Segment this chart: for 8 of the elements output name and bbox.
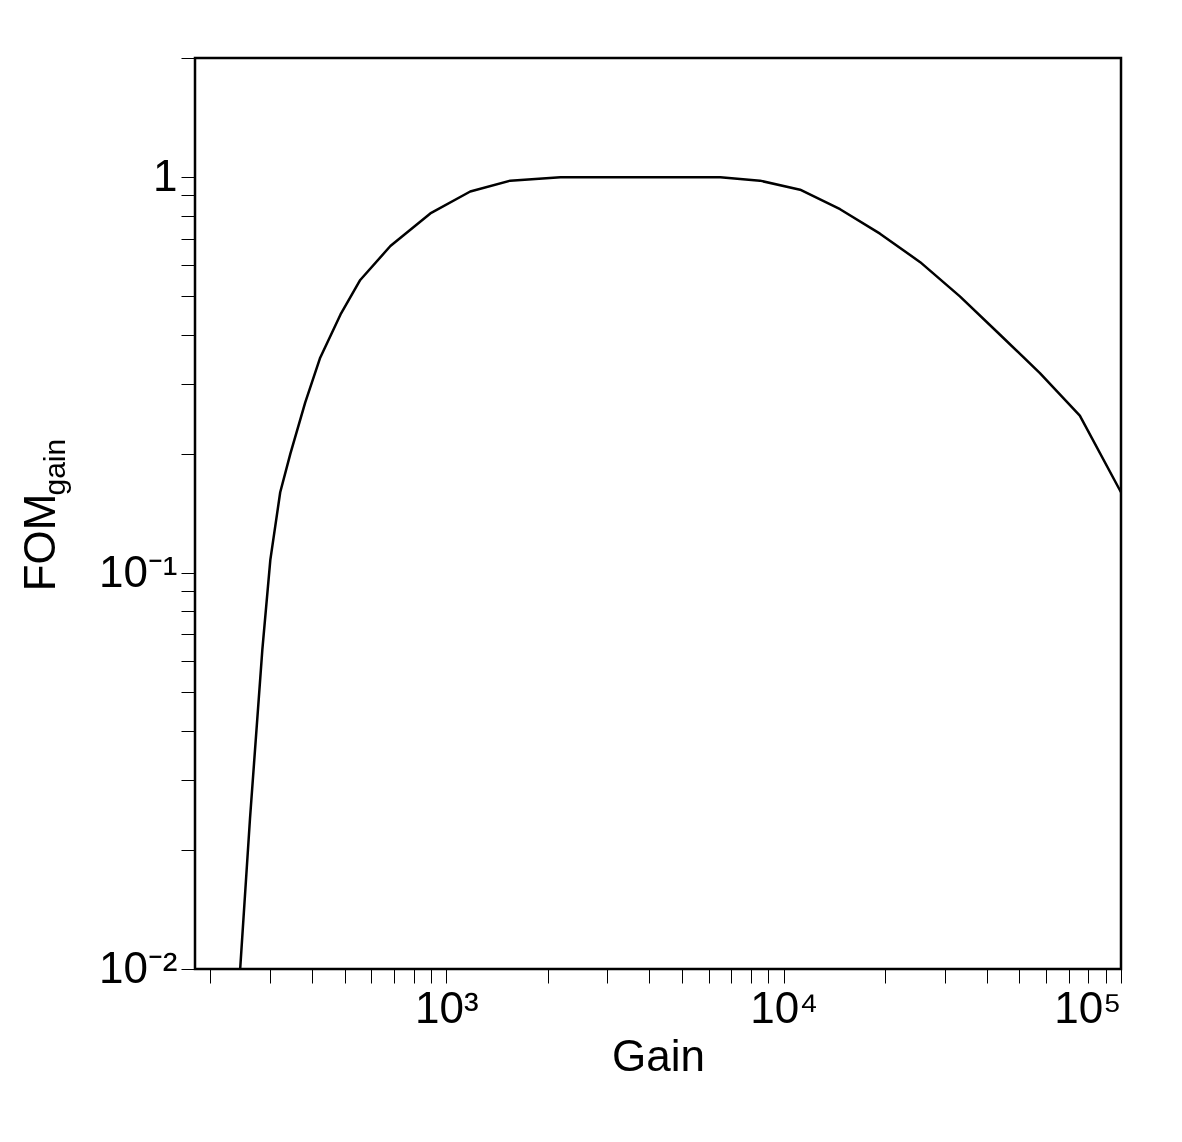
x-axis-title: Gain: [612, 1030, 705, 1080]
y-tick-label: 10⁻²: [98, 942, 178, 992]
x-tick-label: 10³: [414, 982, 479, 1032]
y-axis-title: FOMgain: [15, 438, 71, 592]
y-tick-label: 10⁻¹: [98, 546, 178, 596]
x-tick-label: 10⁴: [750, 982, 819, 1032]
x-tick-label: 10⁵: [1054, 982, 1122, 1032]
y-tick-label: 1: [153, 150, 178, 200]
